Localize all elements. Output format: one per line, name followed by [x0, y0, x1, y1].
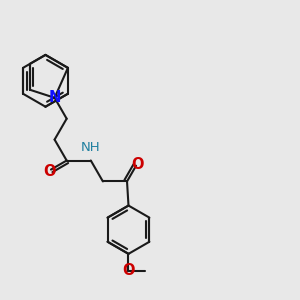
- Text: O: O: [131, 157, 144, 172]
- Text: N: N: [48, 90, 61, 105]
- Text: O: O: [43, 164, 56, 178]
- Text: O: O: [122, 263, 135, 278]
- Text: NH: NH: [81, 141, 100, 154]
